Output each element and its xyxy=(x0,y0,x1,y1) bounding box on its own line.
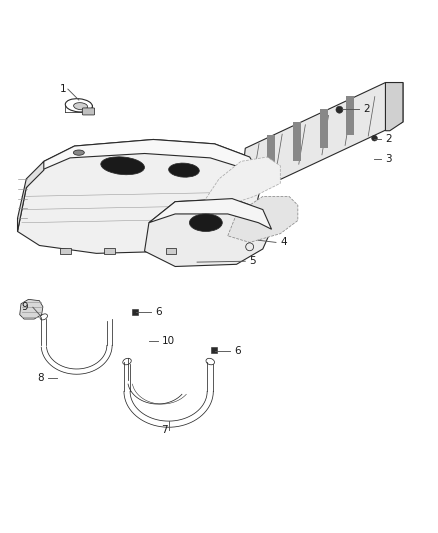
Polygon shape xyxy=(267,135,275,174)
Text: 5: 5 xyxy=(250,256,256,266)
Text: 3: 3 xyxy=(385,154,392,164)
Bar xyxy=(166,248,176,254)
Ellipse shape xyxy=(189,214,222,231)
Polygon shape xyxy=(18,140,263,253)
Polygon shape xyxy=(20,300,43,319)
Polygon shape xyxy=(145,199,272,266)
Text: 10: 10 xyxy=(162,336,175,346)
Polygon shape xyxy=(346,96,354,135)
Bar xyxy=(211,346,217,353)
Ellipse shape xyxy=(101,157,145,175)
Ellipse shape xyxy=(74,103,88,110)
Polygon shape xyxy=(26,140,263,188)
Polygon shape xyxy=(293,122,301,161)
Text: 8: 8 xyxy=(37,373,44,383)
Bar xyxy=(132,309,138,315)
FancyBboxPatch shape xyxy=(82,108,95,115)
Text: 9: 9 xyxy=(22,302,28,312)
Polygon shape xyxy=(18,161,44,231)
Ellipse shape xyxy=(371,135,377,141)
Polygon shape xyxy=(228,197,298,243)
Text: 2: 2 xyxy=(385,134,392,144)
Polygon shape xyxy=(385,83,403,131)
Ellipse shape xyxy=(169,163,199,177)
Text: 7: 7 xyxy=(161,425,168,435)
Bar xyxy=(104,248,115,254)
Bar xyxy=(60,248,71,254)
Ellipse shape xyxy=(74,150,84,155)
Polygon shape xyxy=(201,157,280,205)
Text: 6: 6 xyxy=(155,308,162,318)
Text: 1: 1 xyxy=(60,84,67,94)
Text: 4: 4 xyxy=(280,237,287,247)
Ellipse shape xyxy=(336,106,343,113)
Polygon shape xyxy=(320,109,328,148)
Polygon shape xyxy=(149,199,272,229)
Text: 6: 6 xyxy=(234,345,241,356)
Text: 2: 2 xyxy=(364,104,370,114)
Polygon shape xyxy=(241,83,403,188)
